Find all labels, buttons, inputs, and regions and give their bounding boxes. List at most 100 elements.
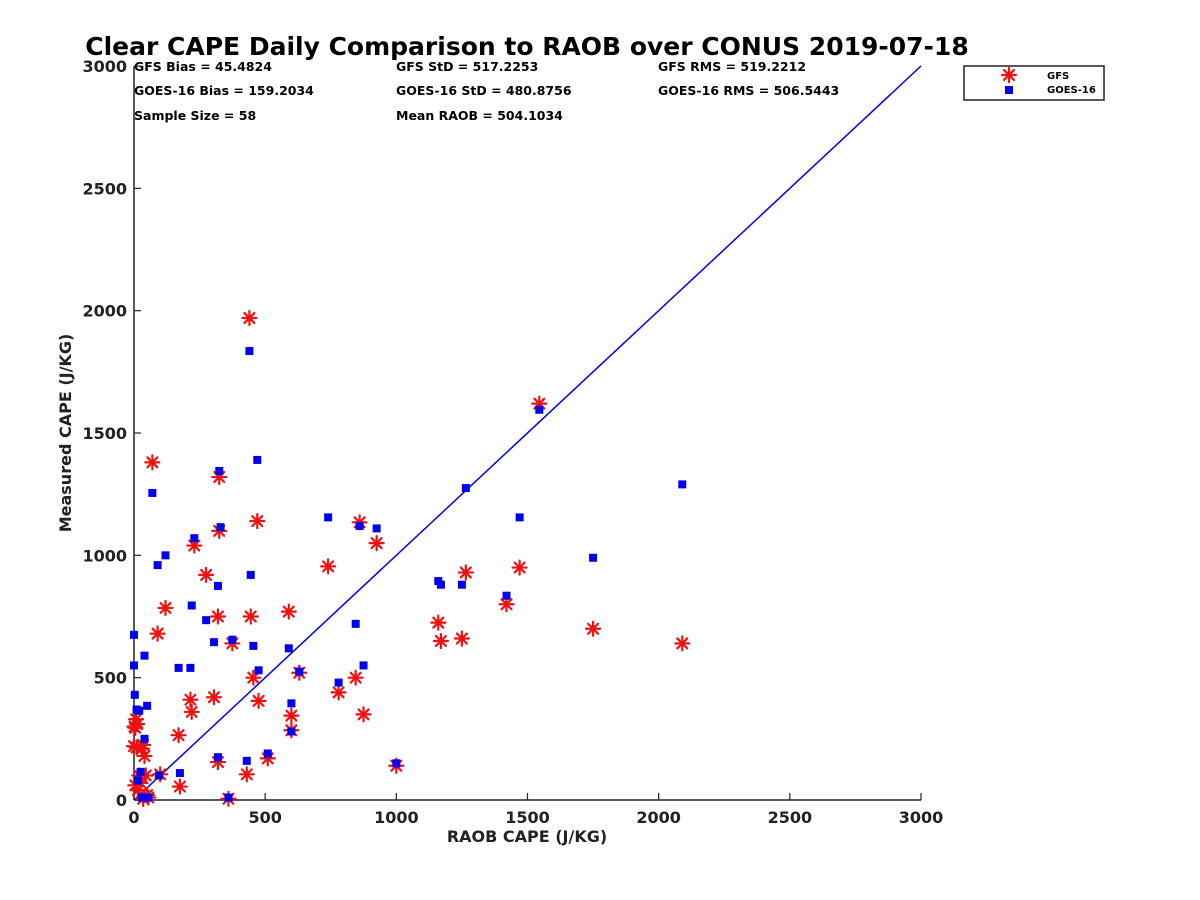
gfs-point [280,603,297,620]
goes16-point [224,793,233,802]
gfs-point [283,707,300,724]
gfs-point [144,454,161,471]
goes16-point [284,644,293,653]
gfs-point [330,684,347,701]
goes16-point [154,771,163,780]
goes16-point [186,663,195,672]
goes16-point [213,753,222,762]
goes16-point [130,690,139,699]
goes16-point [392,759,401,768]
goes16-point [133,776,142,785]
stat-text: GOES-16 RMS = 506.5443 [658,83,839,98]
legend-gfs-label: GFS [1047,71,1069,82]
goes16-point [502,591,511,600]
stat-text: Mean RAOB = 504.1034 [396,108,563,123]
gfs-point [347,669,364,686]
gfs-point [157,599,174,617]
y-tick-label: 2000 [82,302,127,321]
gfs-point [432,632,450,650]
goes16-point [202,616,211,625]
goes16-point [351,619,360,628]
goes16-point [130,661,138,670]
x-tick-label: 1000 [374,808,419,827]
gfs-point [584,620,602,637]
legend-gfs-asterisk [1000,66,1018,84]
gfs-point [250,692,267,710]
stat-text: GOES-16 Bias = 159.2034 [134,83,314,98]
goes16-point [295,667,304,676]
goes16-point [263,749,272,758]
gfs-point [242,608,259,625]
goes16-point [228,635,237,644]
goes16-point [254,666,263,675]
chart-title: Clear CAPE Daily Comparison to RAOB over… [85,32,968,61]
y-tick-label: 1500 [82,424,127,443]
gfs-point [171,778,189,795]
y-tick-label: 0 [116,791,127,810]
goes16-point [324,513,333,522]
stats-block: GFS Bias = 45.4824 GFS StD = 517.2253 GFS … [134,59,839,123]
x-tick-label: 1500 [505,808,550,827]
y-tick-label: 1000 [82,546,127,565]
gfs-point [205,689,223,706]
goes16-point [253,455,262,464]
y-ticks: 0 500 1000 1500 2000 2500 3000 [82,57,141,810]
gfs-point [183,703,200,721]
y-tick-label: 2500 [82,179,127,198]
gfs-point [245,669,262,686]
goes16-point [535,405,544,414]
gfs-point [149,625,166,642]
gfs-point [320,558,337,575]
goes16-point [215,466,224,475]
y-axis-label: Measured CAPE (J/KG) [56,334,75,533]
goes16-point [436,580,445,589]
goes16-point [242,756,251,765]
x-tick-label: 500 [248,808,281,827]
gfs-series [125,309,691,807]
gfs-point [674,635,691,652]
goes16-point [678,480,687,489]
goes16-point [355,521,364,530]
goes16-point [136,767,145,776]
stat-text: GOES-16 StD = 480.8756 [396,83,572,98]
legend: GFS GOES-16 [963,65,1105,101]
gfs-point [136,747,153,765]
goes16-series [130,347,687,802]
gfs-point [238,766,255,783]
x-tick-label: 2500 [768,808,813,827]
goes16-point [153,561,162,570]
gfs-point [511,559,528,576]
stat-text: Sample Size = 58 [134,108,256,123]
goes16-point [187,601,196,610]
x-tick-label: 0 [128,808,139,827]
y-tick-label: 3000 [82,57,127,76]
legend-box [963,65,1105,101]
legend-goes16-label: GOES-16 [1047,85,1096,96]
goes16-point [140,734,149,743]
goes16-point [359,661,368,670]
goes16-point [174,663,183,672]
goes16-point [372,524,381,533]
goes16-point [213,581,222,590]
goes16-point [161,551,170,560]
goes16-point [135,706,144,715]
gfs-point [355,706,372,723]
goes16-point [461,484,470,493]
goes16-point [589,553,598,562]
goes16-point [457,580,466,589]
gfs-point [430,614,447,631]
stat-text: GFS RMS = 519.2212 [658,59,806,74]
gfs-point [170,727,187,744]
goes16-point [287,727,296,736]
gfs-point [182,691,199,708]
goes16-point [148,488,157,497]
one-to-one-line [133,65,922,801]
goes16-point [216,523,225,532]
gfs-point [249,512,266,530]
goes16-point [249,641,258,650]
gfs-point [129,716,146,733]
goes16-point [130,630,138,639]
gfs-point [453,630,471,647]
gfs-point [368,534,385,552]
